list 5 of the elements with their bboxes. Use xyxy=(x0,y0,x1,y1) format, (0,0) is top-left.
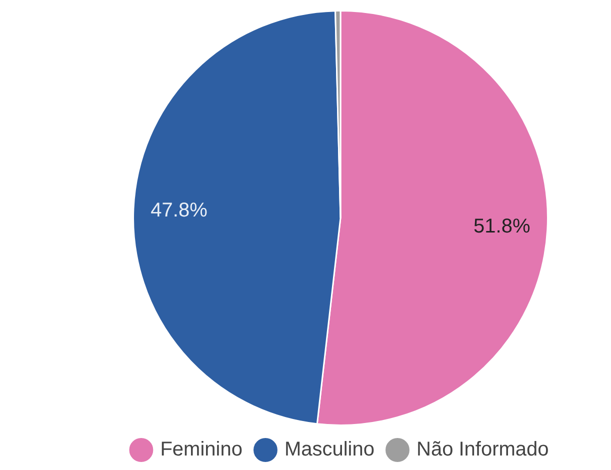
data-label: 51.8% xyxy=(474,216,530,238)
legend-label: Masculino xyxy=(284,438,375,461)
data-label: 47.8% xyxy=(150,199,208,222)
legend-label: Não Informado xyxy=(416,438,549,461)
legend-label: Feminino xyxy=(160,438,242,461)
